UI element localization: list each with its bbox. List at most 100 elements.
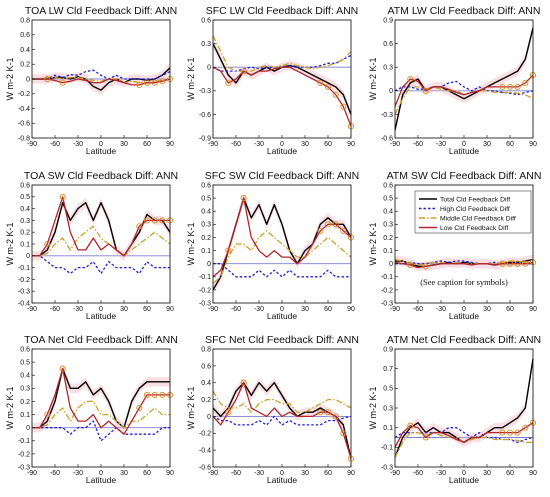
significance-marker <box>324 83 332 90</box>
significance-marker <box>44 411 51 418</box>
y-tick-label: 0.4 <box>20 206 30 213</box>
x-tick-label: 30 <box>483 141 491 148</box>
plot-frame <box>394 348 534 468</box>
y-tick-label: 0.1 <box>20 241 30 248</box>
y-tick-label: -0.2 <box>18 277 30 284</box>
significance-marker <box>514 260 521 267</box>
panel-title: ATM SW Cld Feedback Diff: ANN <box>387 170 542 182</box>
y-tick-label: 0 <box>26 76 30 83</box>
significance-marker <box>225 247 232 254</box>
x-tick-label: -30 <box>73 141 83 148</box>
series-line <box>212 197 352 278</box>
y-tick-label: 0.5 <box>20 360 30 367</box>
x-tick-label: 0 <box>462 141 466 148</box>
series-line <box>32 368 170 435</box>
x-tick-label: 30 <box>483 306 491 313</box>
series-line <box>213 263 351 278</box>
significance-marker <box>514 429 521 436</box>
panel-6: ATM SW Cld Feedback Diff: ANN -90 -60 -30 0 3… <box>368 170 541 321</box>
legend-box <box>414 190 532 234</box>
x-tick-label: 60 <box>143 306 151 313</box>
x-axis-label: Latitude <box>449 146 480 156</box>
y-tick-label: 0.8 <box>20 17 30 24</box>
y-tick-label: -0.3 <box>381 300 393 307</box>
y-tick-label: -0.2 <box>18 451 30 458</box>
y-tick-label: -0.6 <box>199 112 211 119</box>
series-line <box>394 74 534 107</box>
panel-title: TOA SW Cld Feedback Diff: ANN <box>24 170 178 182</box>
series-line <box>394 261 534 269</box>
panel-9: ATM Net Cld Feedback Diff: ANN -90 -60 -30 0… <box>368 334 541 485</box>
y-axis-label: W m-2 K-1 <box>5 386 15 429</box>
x-tick-label: -30 <box>436 470 446 477</box>
series-line <box>212 382 352 459</box>
y-axis-label: W m-2 K-1 <box>368 386 378 429</box>
y-tick-label: -0.2 <box>199 287 211 294</box>
significance-marker <box>143 217 151 224</box>
y-tick-label: -0.4 <box>18 300 30 307</box>
y-tick-label: -0.2 <box>381 287 393 294</box>
y-tick-label: 0.2 <box>20 230 30 237</box>
x-tick-label: -60 <box>50 141 60 148</box>
y-tick-label: 0.4 <box>201 209 211 216</box>
significance-marker <box>225 409 232 416</box>
y-tick-label: 0.6 <box>201 363 211 370</box>
legend-entry: High Cld Feedback Diff <box>440 206 510 213</box>
uncertainty-band <box>213 193 351 295</box>
significance-marker <box>44 240 51 248</box>
significance-marker <box>136 223 143 230</box>
y-tick-label: -0.6 <box>381 135 393 142</box>
significance-marker <box>499 260 506 267</box>
y-tick-label: 0.7 <box>383 366 393 373</box>
x-tick-label: 0 <box>99 141 103 148</box>
significance-marker <box>317 227 324 234</box>
panel-3: ATM LW Cld Feedback Diff: ANN -90 -60 -30 0 3… <box>368 5 540 156</box>
x-tick-label: 60 <box>506 141 514 148</box>
series-line <box>32 78 171 86</box>
significance-marker <box>317 409 324 416</box>
plot-frame <box>212 184 352 304</box>
x-tick-label: -90 <box>208 470 218 477</box>
significance-marker <box>159 391 166 398</box>
x-axis-label: Latitude <box>267 475 298 485</box>
panel-title: TOA Net Cld Feedback Diff: ANN <box>24 334 178 346</box>
y-tick-label: 0 <box>389 261 393 268</box>
y-tick-label: 0.6 <box>20 346 30 353</box>
x-tick-label: -90 <box>390 306 400 313</box>
x-tick-label: 90 <box>529 141 537 148</box>
y-tick-label: -0.3 <box>381 464 393 471</box>
significance-marker <box>522 79 529 86</box>
uncertainty-band <box>213 38 351 120</box>
significance-marker <box>522 424 529 431</box>
significance-marker <box>159 217 166 224</box>
y-tick-label: 0.3 <box>20 218 30 225</box>
x-tick-label: 90 <box>166 141 174 148</box>
panel-title: TOA LW Cld Feedback Diff: ANN <box>25 5 177 17</box>
x-tick-label: 30 <box>301 470 309 477</box>
panel-2: SFC LW Cld Feedback Diff: ANN -90 -60 -30 0 3… <box>186 5 358 156</box>
x-tick-label: -30 <box>73 306 83 313</box>
y-tick-label: 0.5 <box>383 386 393 393</box>
series-line <box>32 420 170 442</box>
y-tick-label: 0.6 <box>20 182 30 189</box>
x-tick-label: -30 <box>436 141 446 148</box>
series-line <box>394 422 534 448</box>
x-tick-label: 90 <box>347 306 355 313</box>
x-tick-label: -90 <box>27 470 37 477</box>
y-tick-label: 0 <box>389 88 393 95</box>
x-tick-label: -90 <box>208 306 218 313</box>
series-line <box>32 196 170 257</box>
x-tick-label: -90 <box>27 306 37 313</box>
y-tick-label: 0 <box>207 261 211 268</box>
panel-1: TOA LW Cld Feedback Diff: ANN -90 -60 -30 0 3… <box>5 5 177 156</box>
series-line <box>32 202 171 257</box>
x-axis-label: Latitude <box>267 311 298 321</box>
panel-title: SFC SW Cld Feedback Diff: ANN <box>205 170 359 182</box>
significance-marker <box>499 429 506 436</box>
y-tick-label: 0.3 <box>201 41 211 48</box>
series-line <box>394 27 534 131</box>
y-tick-label: 0.1 <box>201 248 211 255</box>
series-line <box>212 390 352 413</box>
x-tick-label: -60 <box>413 306 423 313</box>
significance-marker <box>407 422 414 429</box>
